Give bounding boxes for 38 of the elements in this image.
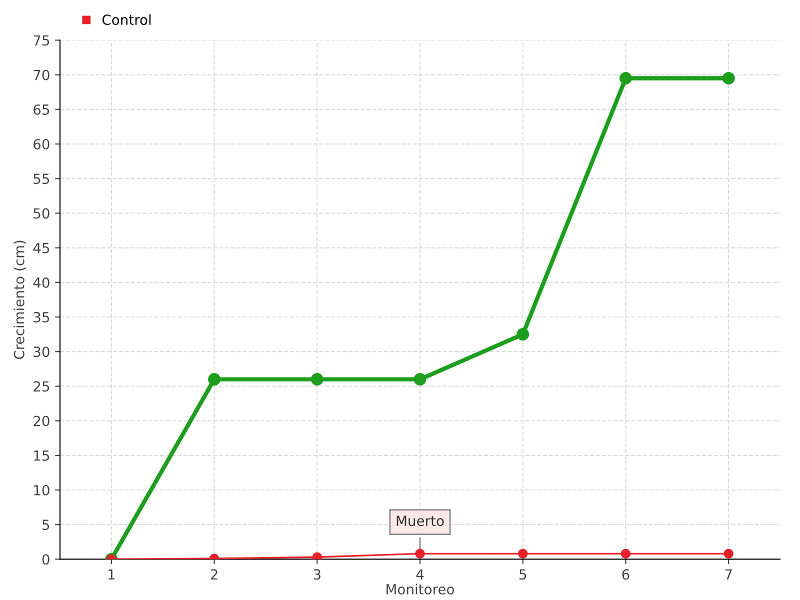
- point: [312, 552, 322, 560]
- x-axis-title: Monitoreo: [386, 584, 454, 595]
- y-tick-label: 50: [34, 208, 50, 219]
- x-tick-label: 7: [725, 569, 732, 580]
- y-tick-label: 10: [34, 484, 50, 496]
- y-tick-label: 55: [34, 174, 50, 184]
- y-tick-label: 5: [42, 520, 50, 530]
- y-tick-label: 60: [34, 138, 50, 150]
- y-tick-label: 75: [34, 35, 50, 46]
- y-tick-label: 15: [34, 450, 50, 461]
- point: [414, 373, 426, 386]
- y-tick-label: 35: [34, 312, 50, 322]
- legend-label: Control: [102, 14, 151, 26]
- point: [620, 548, 631, 559]
- y-tick-label: 65: [34, 104, 50, 115]
- point: [516, 328, 530, 341]
- point: [619, 72, 632, 85]
- x-tick-label: 1: [108, 569, 115, 580]
- x-tick-label: 6: [622, 569, 630, 580]
- point: [518, 548, 528, 559]
- annotation: Muerto: [396, 516, 444, 526]
- y-tick-label: 20: [34, 416, 50, 426]
- y-axis-title: Crecimiento (cm): [14, 240, 26, 360]
- y-tick-label: 70: [34, 70, 50, 80]
- point: [415, 548, 425, 559]
- x-tick-label: 4: [416, 569, 424, 580]
- point: [724, 548, 734, 559]
- point: [208, 373, 221, 386]
- y-tick-label: 25: [34, 381, 50, 392]
- x-tick-label: 2: [210, 569, 218, 580]
- y-tick-label: 45: [33, 242, 50, 254]
- x-tick-label: 5: [520, 569, 526, 580]
- x-tick-label: 3: [314, 569, 320, 580]
- y-tick-label: 30: [34, 346, 50, 358]
- y-tick-label: 0: [42, 554, 50, 565]
- point: [310, 373, 324, 386]
- y-tick-label: 40: [33, 277, 50, 288]
- point: [722, 72, 735, 85]
